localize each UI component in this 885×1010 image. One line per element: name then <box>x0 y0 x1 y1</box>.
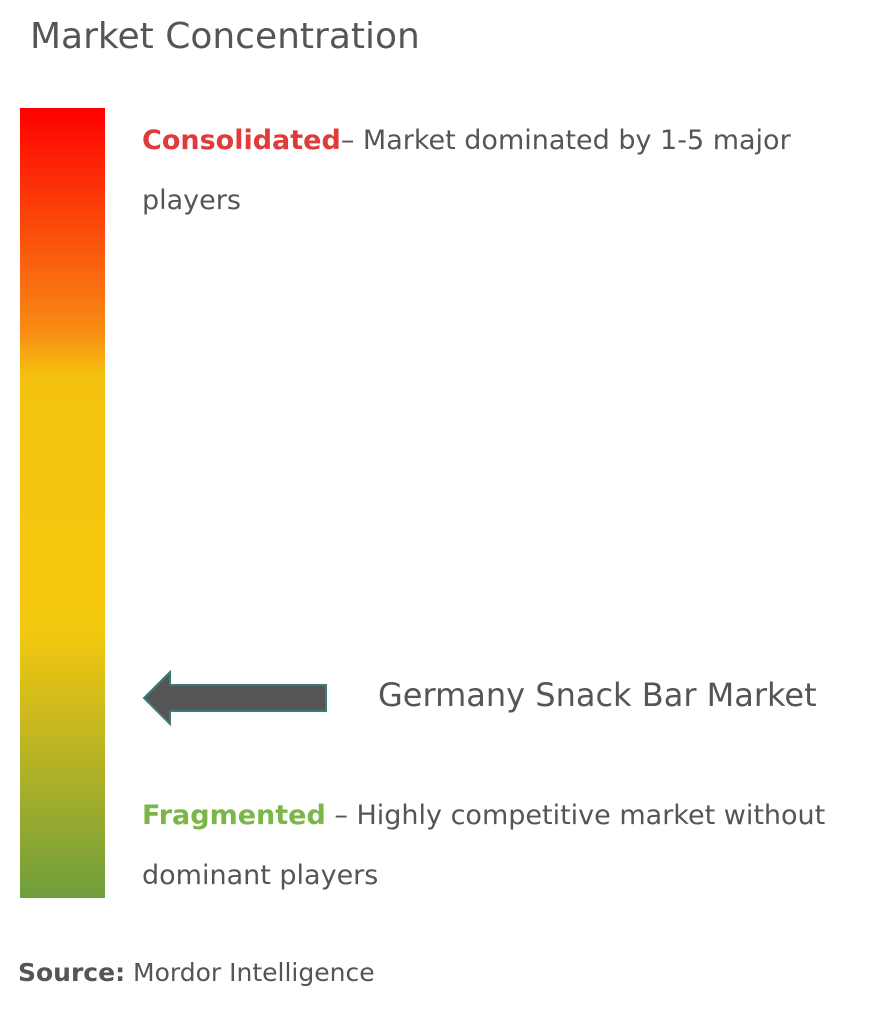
source-label: Source: <box>18 958 126 987</box>
title: Market Concentration <box>30 16 420 57</box>
source-text: Mordor Intelligence <box>125 958 375 987</box>
consolidated-text: Consolidated– Market dominated by 1-5 ma… <box>142 111 842 231</box>
gradient-bar <box>20 108 105 898</box>
fragmented-label: Fragmented <box>142 800 326 831</box>
fragmented-text: Fragmented – Highly competitive market w… <box>142 786 842 906</box>
consolidated-label: Consolidated <box>142 125 341 156</box>
consolidated-description: – Market dominated by 1-5 major players <box>142 125 791 216</box>
source: Source: Mordor Intelligence <box>18 958 375 987</box>
fragmented-description: – Highly competitive market without domi… <box>142 800 826 891</box>
arrow <box>142 669 327 727</box>
market-label: Germany Snack Bar Market <box>378 676 817 714</box>
